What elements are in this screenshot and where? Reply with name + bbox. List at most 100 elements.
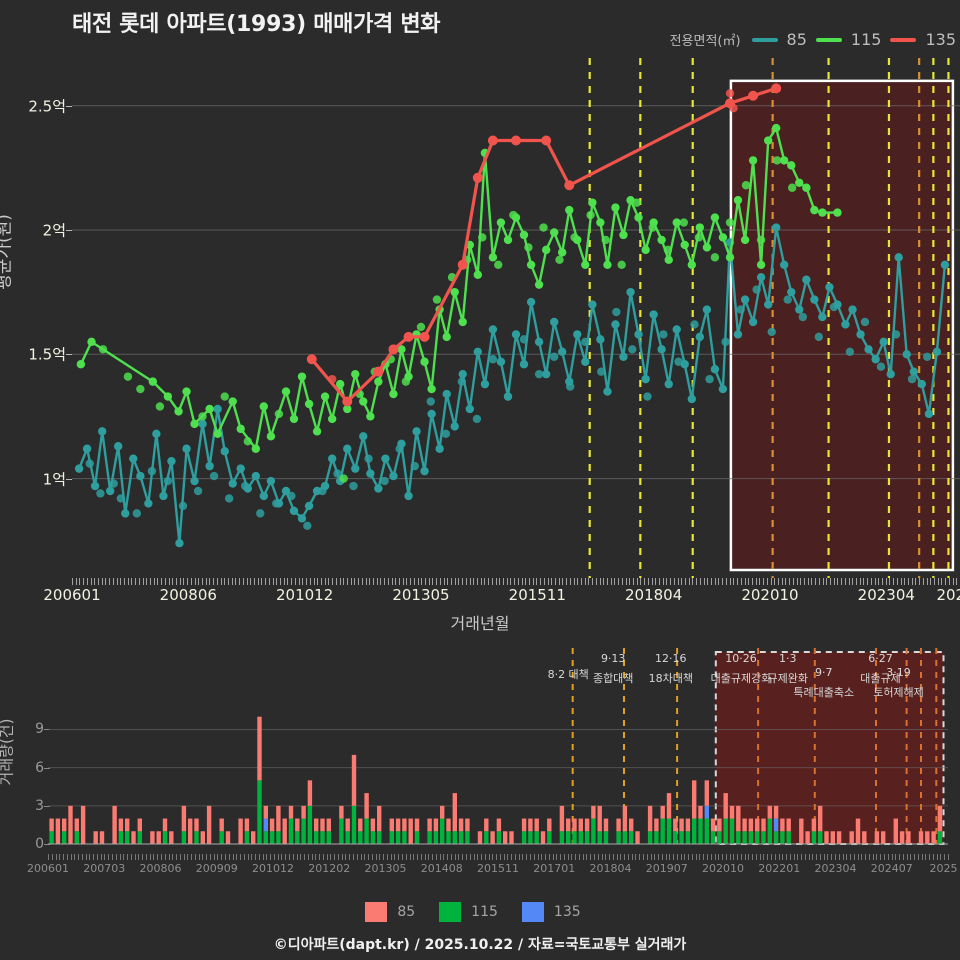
- volume-bar-chart: [48, 648, 948, 856]
- bar-segment-85: [257, 716, 262, 781]
- bar-segment-115: [118, 831, 124, 844]
- bar-segment-85: [150, 831, 155, 844]
- bar-segment-85: [918, 831, 924, 844]
- bar-segment-85: [899, 831, 905, 844]
- bar-segment-85: [93, 831, 98, 844]
- main-x-tick: 200601: [43, 586, 101, 604]
- bar-segment-115: [389, 831, 394, 844]
- bar-segment-115: [295, 831, 300, 844]
- bar-x-tick: 201012: [252, 862, 294, 875]
- bar-segment-85: [862, 831, 867, 844]
- bar-segment-115: [301, 818, 306, 844]
- bar-segment-85: [660, 805, 665, 819]
- bar-segment-115: [717, 831, 722, 844]
- bar-segment-115: [666, 818, 672, 844]
- bar-segment-85: [395, 818, 401, 832]
- bar-segment-85: [118, 818, 124, 832]
- bar-segment-85: [112, 805, 117, 844]
- bar-x-tick: 201907: [645, 862, 688, 875]
- bar-segment-115: [314, 831, 319, 844]
- bar-segment-115: [194, 831, 199, 844]
- bar-segment-115: [698, 818, 703, 844]
- bar-segment-115: [811, 831, 817, 844]
- bar-segment-85: [314, 818, 319, 832]
- bar-segment-85: [673, 818, 678, 832]
- legend-swatch-135: [890, 37, 917, 42]
- bar-segment-115: [937, 831, 943, 844]
- bar-segment-115: [591, 818, 596, 844]
- legend-label-135: 135: [925, 30, 956, 49]
- bar-segment-115: [673, 831, 678, 844]
- bar-segment-115: [647, 831, 653, 844]
- bar-segment-85: [799, 818, 804, 844]
- bar-segment-115: [818, 831, 823, 844]
- main-x-tick: 202010: [741, 586, 799, 604]
- bar-segment-85: [654, 818, 659, 832]
- bar-segment-115: [125, 831, 130, 844]
- bar-segment-85: [906, 831, 911, 844]
- bar-x-tick: 201701: [533, 862, 576, 875]
- bar-segment-115: [559, 831, 565, 844]
- bar-segment-115: [395, 831, 401, 844]
- bar-segment-115: [496, 831, 502, 844]
- policy-annotation: 6·27: [868, 652, 893, 665]
- bar-segment-85: [358, 818, 363, 832]
- bar-y-ticks: 0 3 6 9: [0, 648, 50, 856]
- bar-segment-135: [263, 818, 268, 832]
- bar-segment-85: [276, 805, 281, 832]
- bar-segment-115: [622, 831, 628, 844]
- bar-segment-115: [364, 818, 369, 844]
- bar-segment-115: [748, 831, 754, 844]
- bar-segment-85: [773, 805, 779, 819]
- bar-segment-85: [200, 831, 205, 844]
- bar-segment-85: [351, 754, 357, 806]
- bar-segment-85: [830, 831, 835, 844]
- bar-x-tick: 202010: [702, 862, 744, 875]
- policy-annotation: 8·2 대책: [547, 668, 589, 681]
- bar-segment-85: [282, 818, 287, 844]
- bar-segment-85: [326, 818, 331, 832]
- bar-segment-85: [818, 805, 823, 832]
- legend-label-115: 115: [850, 30, 882, 49]
- bar-segment-85: [528, 818, 533, 832]
- bar-x-tick: 200601: [27, 862, 69, 875]
- bar-segment-85: [295, 818, 300, 832]
- bar-segment-115: [288, 818, 294, 844]
- bar-segment-115: [433, 831, 439, 844]
- bar-segment-85: [874, 831, 880, 844]
- bar-segment-85: [156, 831, 161, 844]
- bar-segment-85: [269, 818, 275, 832]
- bar-y-tick: 6: [35, 759, 44, 776]
- bar-x-tick: 201511: [477, 862, 519, 875]
- bar-segment-115: [773, 831, 779, 844]
- bar-x-tick: 201202: [308, 862, 351, 875]
- bar-segment-85: [559, 805, 565, 832]
- bar-segment-85: [881, 831, 886, 844]
- main-x-tick: 201012: [276, 586, 334, 604]
- bar-x-tick: 202304: [814, 862, 857, 875]
- main-x-ticks: 200601 200806 201012 201305 201511 201804 2020…: [0, 578, 960, 608]
- bar-segment-85: [629, 818, 634, 832]
- policy-annotation: 3·19: [886, 666, 911, 679]
- bar-segment-115: [440, 818, 445, 844]
- bar-segment-85: [566, 818, 571, 832]
- bar-segment-115: [742, 831, 747, 844]
- bar-segment-85: [503, 831, 508, 844]
- bar-segment-85: [414, 818, 420, 832]
- bar-y-tick: 9: [35, 721, 44, 738]
- bar-legend-label-135: 135: [553, 904, 581, 920]
- main-x-axis-label: 거래년월: [450, 614, 510, 633]
- bar-segment-115: [458, 831, 464, 844]
- bar-segment-115: [74, 831, 79, 844]
- bar-segment-115: [692, 818, 697, 844]
- bar-segment-115: [629, 831, 634, 844]
- main-line-chart: [72, 56, 960, 578]
- bar-segment-85: [591, 805, 596, 819]
- bar-segment-85: [251, 831, 256, 844]
- legend-swatch-85: [751, 37, 778, 42]
- bar-x-tick: 202201: [758, 862, 801, 875]
- bar-segment-115: [780, 831, 785, 844]
- bar-segment-115: [62, 831, 67, 844]
- policy-annotation: 9·7: [815, 666, 833, 679]
- bar-segment-85: [364, 793, 369, 819]
